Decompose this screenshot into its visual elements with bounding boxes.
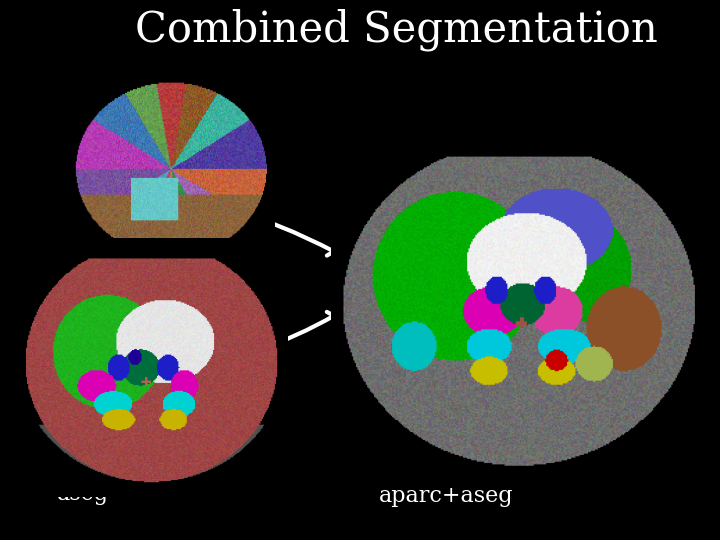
Text: Combined Segmentation: Combined Segmentation <box>135 9 657 51</box>
Text: aseg: aseg <box>57 483 109 505</box>
Text: aparc: aparc <box>138 256 201 278</box>
Text: aparc+aseg: aparc+aseg <box>379 485 513 507</box>
